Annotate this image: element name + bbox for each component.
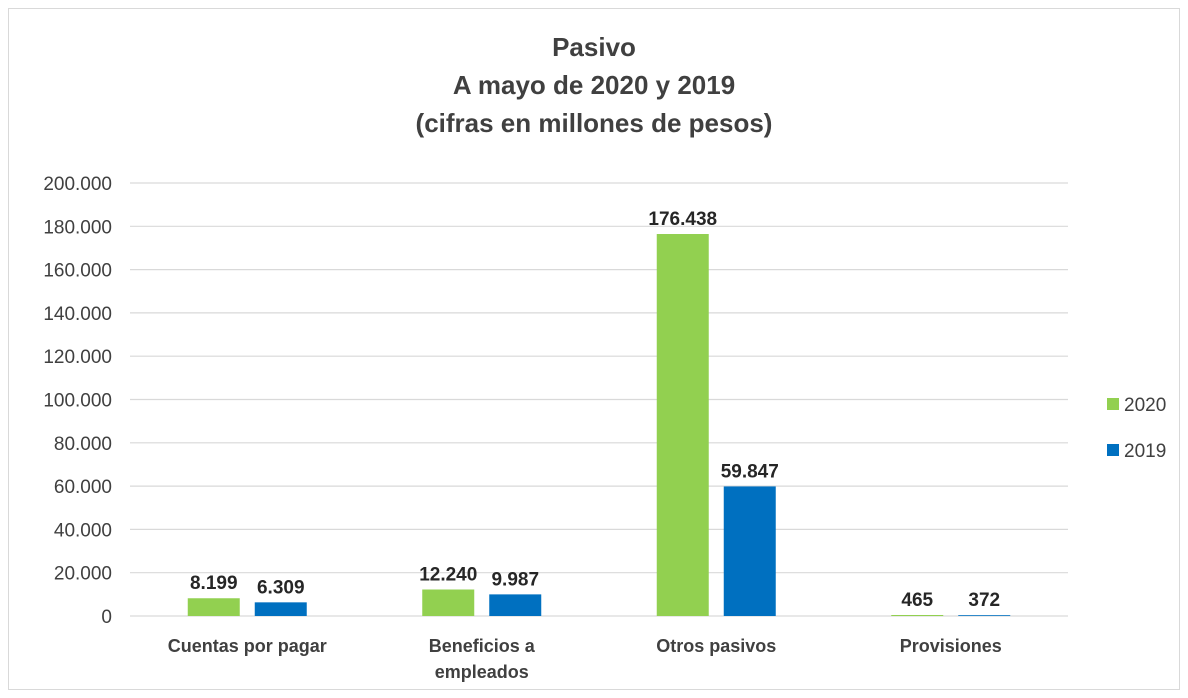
bar-2019 [958,615,1011,616]
x-category-label: Cuentas por pagar [168,636,327,656]
y-tick-label: 60.000 [54,477,112,498]
data-label-2019: 9.987 [491,569,539,590]
y-tick-label: 40.000 [54,520,112,541]
y-tick-label: 100.000 [43,391,112,412]
chart-frame [8,8,1180,690]
y-tick-label: 80.000 [54,434,112,455]
legend-label-2019: 2019 [1124,441,1166,462]
bar-2019 [489,594,542,616]
data-labels: 8.199 12.240 176.438 465 6.309 9.987 59.847 372 [190,209,1000,611]
data-label-2020: 12.240 [419,565,477,586]
x-category-label: Beneficios a [429,636,536,656]
y-tick-label: 140.000 [43,304,112,325]
x-category-label: Otros pasivos [656,636,776,656]
y-tick-label: 180.000 [43,217,112,238]
legend-swatch-2019 [1107,444,1119,456]
bar-2019 [254,602,307,616]
bars [187,234,1011,617]
bar-2019 [723,486,776,616]
chart-title-line-1: Pasivo [552,32,636,62]
x-category-label: empleados [435,662,529,682]
x-category-label: Provisiones [900,636,1002,656]
data-label-2020: 465 [901,590,933,611]
bar-2020 [422,589,475,616]
legend: 2020 2019 [1107,395,1166,462]
y-tick-label: 160.000 [43,261,112,282]
legend-swatch-2020 [1107,398,1119,410]
data-label-2019: 6.309 [257,577,305,598]
gridlines [130,182,1068,617]
y-tick-label: 0 [101,607,112,628]
chart-title: Pasivo A mayo de 2020 y 2019 (cifras en … [0,28,1188,142]
data-label-2019: 59.847 [721,461,779,482]
bar-2020 [891,614,944,616]
y-tick-label: 120.000 [43,347,112,368]
y-tick-label: 200.000 [43,174,112,195]
y-tick-label: 20.000 [54,564,112,585]
legend-label-2020: 2020 [1124,395,1166,416]
chart-title-line-3: (cifras en millones de pesos) [415,108,773,138]
bar-2020 [187,598,240,616]
data-label-2019: 372 [968,590,1000,611]
chart-title-line-2: A mayo de 2020 y 2019 [452,70,736,100]
x-axis-categories: Cuentas por pagar Beneficios a empleados Ot… [168,636,1002,682]
y-axis-ticks: 0 20.000 40.000 60.000 80.000 100.000 120.000 1… [43,174,112,628]
bar-2020 [656,234,709,617]
data-label-2020: 176.438 [648,209,717,230]
data-label-2020: 8.199 [190,573,238,594]
